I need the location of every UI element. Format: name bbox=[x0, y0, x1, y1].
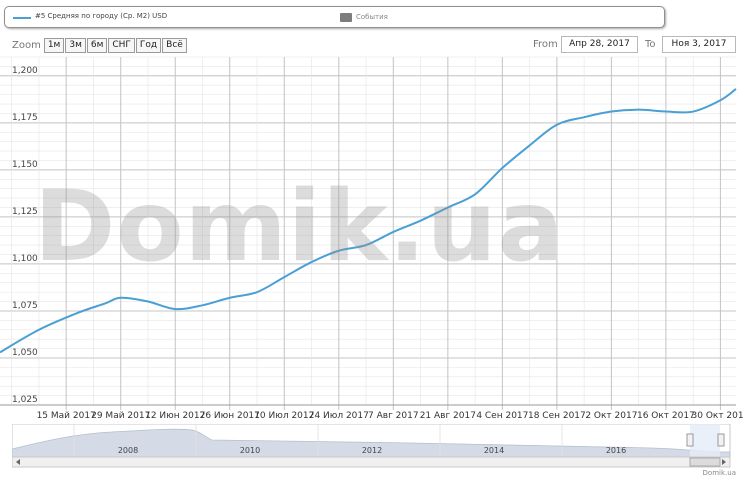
x-tick-label: 30 Окт 2017 bbox=[692, 411, 744, 421]
legend-events-label[interactable]: События bbox=[356, 13, 388, 21]
navigator[interactable]: 2008 2010 2012 2014 2016 bbox=[12, 424, 744, 468]
x-tick-label: 24 Июл 2017 bbox=[309, 411, 369, 421]
navigator-right-handle[interactable] bbox=[717, 433, 725, 447]
scrollbar-thumb[interactable] bbox=[689, 457, 721, 467]
y-tick-label: 1,125 bbox=[12, 207, 38, 217]
navigator-tick-label: 2008 bbox=[118, 446, 138, 455]
range-to-input[interactable]: Ноя 3, 2017 bbox=[662, 36, 736, 53]
y-tick-label: 1,025 bbox=[12, 395, 38, 405]
y-tick-label: 1,200 bbox=[12, 66, 38, 76]
x-tick-label: 12 Июн 2017 bbox=[145, 411, 205, 421]
x-tick-label: 21 Авг 2017 bbox=[420, 411, 476, 421]
legend-series-label[interactable]: #5 Средняя по городу (Ср. М2) USD bbox=[35, 12, 168, 20]
x-tick-label: 7 Авг 2017 bbox=[368, 411, 419, 421]
navigator-tick-label: 2010 bbox=[240, 446, 260, 455]
range-from-label: From bbox=[533, 39, 558, 50]
y-tick-label: 1,100 bbox=[12, 254, 38, 264]
x-tick-label: 10 Июл 2017 bbox=[254, 411, 314, 421]
chart-legend: #5 Средняя по городу (Ср. М2) USD Событи… bbox=[4, 6, 665, 28]
zoom-ytd-button[interactable]: СНГ bbox=[108, 37, 135, 53]
scroll-left-arrow-icon[interactable] bbox=[16, 459, 20, 465]
navigator-tick-label: 2012 bbox=[362, 446, 382, 455]
x-tick-label: 15 Май 2017 bbox=[37, 411, 96, 421]
series-line[interactable] bbox=[0, 88, 737, 354]
x-tick-label: 29 Май 2017 bbox=[91, 411, 150, 421]
y-tick-label: 1,175 bbox=[12, 113, 38, 123]
events-swatch bbox=[340, 13, 352, 22]
range-to-label: To bbox=[645, 39, 656, 50]
x-tick-label: 2 Окт 2017 bbox=[585, 411, 637, 421]
zoom-3m-button[interactable]: 3м bbox=[65, 37, 86, 53]
grid bbox=[0, 56, 736, 410]
x-tick-label: 18 Сен 2017 bbox=[528, 411, 586, 421]
x-tick-label: 26 Июн 2017 bbox=[200, 411, 260, 421]
x-tick-label: 16 Окт 2017 bbox=[637, 411, 695, 421]
navigator-scrollbar[interactable] bbox=[12, 456, 731, 468]
zoom-1y-button[interactable]: Год bbox=[135, 37, 162, 53]
navigator-tick-label: 2016 bbox=[606, 446, 626, 455]
navigator-left-handle[interactable] bbox=[686, 433, 694, 447]
y-tick-label: 1,150 bbox=[12, 160, 38, 170]
navigator-selection bbox=[690, 424, 720, 457]
credits-link[interactable]: Domik.ua bbox=[702, 469, 736, 477]
scroll-right-arrow-icon[interactable] bbox=[722, 459, 726, 465]
y-tick-label: 1,075 bbox=[12, 301, 38, 311]
zoom-all-button[interactable]: Всё bbox=[162, 37, 187, 53]
navigator-area bbox=[12, 428, 731, 458]
navigator-tick-label: 2014 bbox=[484, 446, 504, 455]
zoom-1m-button[interactable]: 1м bbox=[43, 37, 65, 53]
y-axis-ticks: 1,025 1,050 1,075 1,100 1,125 1,150 1,175 1,200 bbox=[12, 66, 38, 405]
y-tick-label: 1,050 bbox=[12, 348, 38, 358]
series-swatch bbox=[13, 17, 31, 19]
price-line-chart: 1,025 1,050 1,075 1,100 1,125 1,150 1,175 1,200… bbox=[0, 56, 744, 421]
x-tick-label: 4 Сен 2017 bbox=[476, 411, 528, 421]
navigator-ticks: 2008 2010 2012 2014 2016 bbox=[73, 424, 626, 457]
range-from-input[interactable]: Апр 28, 2017 bbox=[561, 36, 638, 53]
zoom-6m-button[interactable]: 6м bbox=[86, 37, 108, 53]
zoom-label: Zoom bbox=[12, 39, 41, 51]
zoom-bar: Zoom 1м 3м 6м СНГ Год Всё bbox=[12, 37, 188, 53]
